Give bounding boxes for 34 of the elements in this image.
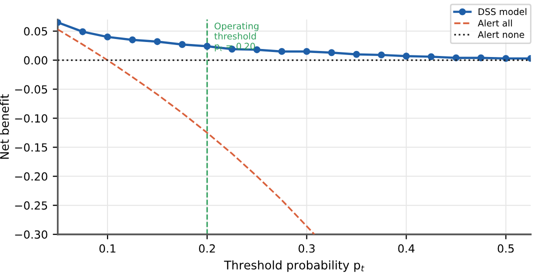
y-tick-label: −0.25 [15,201,48,210]
x-tick-label: 0.1 [99,244,116,253]
point [128,36,136,44]
point [502,54,510,62]
point [402,52,410,60]
y-tick-label: −0.10 [15,114,48,123]
point [328,49,336,56]
point [477,54,484,62]
point [353,50,360,58]
point [154,38,161,46]
point [378,51,385,58]
point [428,53,435,60]
x-tick-label: 0.4 [398,244,414,253]
x-tick-label: 0.2 [199,244,215,253]
y-tick-label: −0.30 [15,230,48,239]
y-axis-title: Net benefit [0,94,9,159]
point [303,48,310,55]
point [278,48,286,55]
point [452,54,460,62]
x-axis-title: Threshold probability p$_{t}$ [224,260,364,272]
legend-label: Alert all [478,20,512,27]
y-tick-label: −0.15 [15,143,48,152]
point [104,33,112,40]
y-tick-label: −0.20 [15,172,48,181]
legend-label: Alert none [478,30,524,38]
y-tick-label: 0.05 [24,27,48,36]
point [204,42,211,50]
x-tick-label: 0.5 [498,244,514,253]
y-tick-label: −0.05 [15,85,48,94]
y-tick-label: 0.00 [24,56,48,65]
point [178,41,186,48]
point [79,28,86,36]
x-tick-label: 0.3 [298,244,315,253]
legend-label: DSS model [478,8,526,16]
